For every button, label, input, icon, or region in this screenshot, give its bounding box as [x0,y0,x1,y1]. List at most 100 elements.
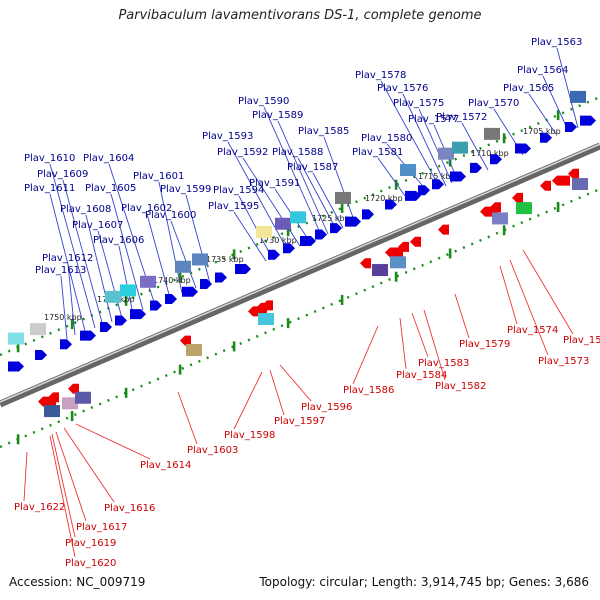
feature-block [8,332,24,345]
track-dotted-line [0,187,600,449]
reverse-label-leader [279,364,312,402]
forward-label-leader [185,194,211,284]
scale-tick [286,318,290,329]
forward-label-leader [49,163,96,329]
feature-block [256,225,272,238]
forward-label-leader [542,75,569,131]
reverse-label-leader [63,427,115,503]
forward-gene-label: Plav_1564 [517,65,568,76]
forward-gene [385,199,397,210]
forward-gene-label: Plav_1608 [60,204,111,215]
forward-gene-label: Plav_1601 [133,171,184,182]
reverse-label-leader [352,325,379,385]
feature-block [30,323,46,336]
feature-block [105,290,121,303]
forward-label-leader [556,47,579,129]
scale-label: 1705 kbp [523,127,561,136]
forward-label-leader [277,120,329,235]
scale-label: 1725 kbp [312,214,350,223]
reverse-gene [512,192,523,203]
forward-gene [80,330,96,341]
forward-gene [215,272,227,283]
scale-tick [394,271,398,282]
forward-label-leader [158,181,183,294]
reverse-gene-label: Plav_1586 [343,385,394,396]
reverse-label-leader [399,317,407,370]
reverse-gene-label: Plav_1622 [14,502,65,513]
reverse-gene-label: Plav_1614 [140,460,191,471]
forward-gene [362,209,374,220]
forward-label-leader [380,80,441,189]
reverse-gene-label: Plav_1574 [507,325,558,336]
reverse-gene-label: Plav_1619 [65,538,116,549]
feature-block [390,256,406,269]
forward-label-leader [227,141,289,252]
accession-text: Accession: NC_009719 [9,575,146,589]
forward-gene-label: Plav_1606 [93,235,144,246]
reverse-gene-label: Plav_1571 [563,335,600,346]
scale-tick [70,319,74,330]
reverse-label-leader [233,371,263,430]
track-dots [0,95,600,449]
reverse-gene-label: Plav_1598 [224,430,275,441]
feature-block [572,178,588,191]
forward-gene [490,154,502,165]
forward-gene-label: Plav_1611 [24,183,75,194]
forward-label-leader [461,122,489,171]
forward-gene [450,171,466,182]
forward-gene [300,236,316,246]
forward-label-leader [377,157,409,201]
reverse-gene-label: Plav_1583 [418,358,469,369]
forward-gene [405,190,421,201]
forward-gene-label: Plav_1609 [37,169,88,180]
feature-block [484,127,500,140]
feature-block [516,202,532,215]
reverse-gene-label: Plav_1579 [459,339,510,350]
scale-tick [178,272,182,283]
forward-gene [283,243,295,254]
feature-block [372,264,388,277]
forward-gene-label: Plav_1580 [361,133,412,144]
reverse-label-leader [509,259,549,356]
forward-gene [330,223,342,234]
forward-gene-label: Plav_1576 [377,83,428,94]
forward-gene-label: Plav_1563 [531,37,582,48]
reverse-gene-label: Plav_1596 [301,402,352,413]
forward-label-leader [85,214,113,323]
forward-gene [130,309,146,320]
genome-backbone [0,142,600,408]
forward-label-leader [67,263,76,336]
feature-block [186,344,202,357]
scale-tick [502,225,506,236]
forward-gene [268,249,280,260]
reverse-gene-label: Plav_1616 [104,503,155,514]
scale-label: 1710 kbp [471,149,509,158]
reverse-gene [48,392,59,403]
reverse-gene [385,247,403,258]
forward-gene-label: Plav_1599 [160,184,211,195]
feature-block [44,405,60,418]
scale-tick [16,342,20,353]
forward-gene [432,179,444,190]
scale-tick [340,294,344,305]
feature-block [258,313,274,326]
forward-gene [345,216,361,227]
forward-gene [165,294,177,305]
forward-gene-label: Plav_1589 [252,110,303,121]
forward-gene-label: Plav_1565 [503,83,554,94]
scale-label: 1715 kbp [418,172,456,181]
scale-tick [556,202,560,213]
gene-labels: Plav_1563 Plav_1564 Plav_1565 Plav_1570 Plav… [14,37,600,569]
forward-gene-label: Plav_1577 [408,114,459,125]
reverse-gene [360,258,371,269]
forward-gene [100,322,112,332]
forward-label-leader [238,195,273,259]
reverse-label-leader [177,391,198,445]
feature-block [192,253,208,266]
forward-label-leader [60,275,68,340]
forward-label-leader [110,193,144,311]
forward-gene-label: Plav_1613 [35,265,86,276]
forward-gene-label: Plav_1605 [85,183,136,194]
scale-label: 1750 kbp [44,313,82,322]
